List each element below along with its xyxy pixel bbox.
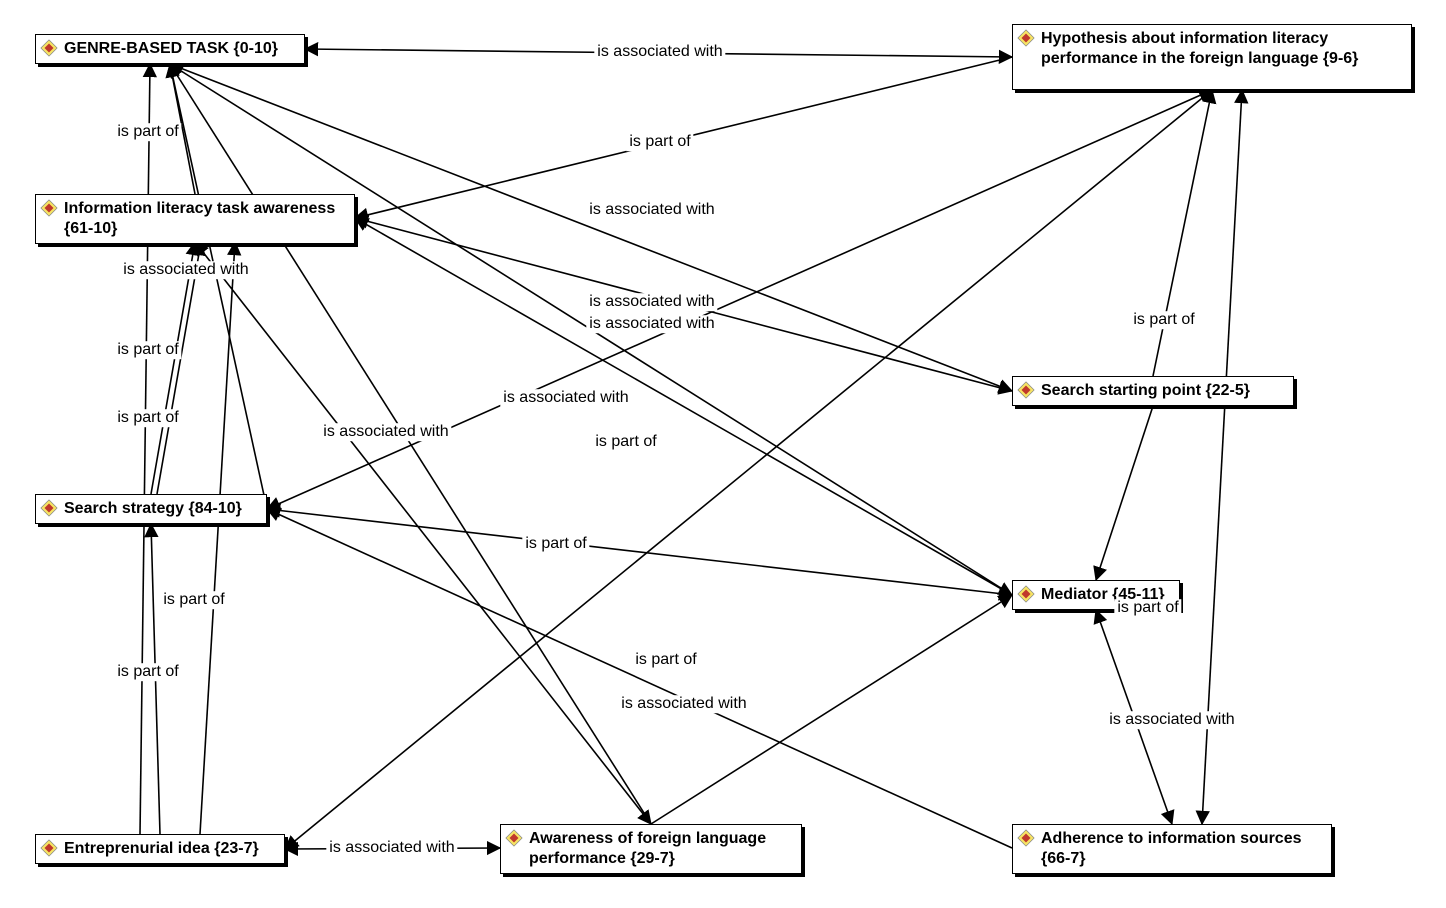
relation-edge (267, 509, 1012, 595)
relation-edge (170, 64, 651, 824)
node-label: Awareness of foreign language performanc… (529, 830, 766, 867)
relation-edge (285, 90, 1212, 849)
concept-node[interactable]: Search strategy {84-10} (35, 494, 267, 524)
relation-edge (355, 218, 1012, 595)
relation-edge (195, 242, 651, 824)
concept-node[interactable]: Information literacy task awareness {61-… (35, 194, 355, 244)
edge-label: is part of (626, 133, 693, 151)
node-label: Search starting point {22-5} (1041, 382, 1250, 399)
edge-label: is associated with (618, 695, 749, 713)
edge-label: is part of (522, 535, 589, 553)
edge-label: is associated with (594, 43, 725, 61)
relation-edge (267, 90, 1212, 509)
edge-label: is associated with (1106, 711, 1237, 729)
relation-edge (267, 509, 1012, 848)
concept-node[interactable]: GENRE-BASED TASK {0-10} (35, 34, 305, 64)
concept-node[interactable]: Adherence to information sources {66-7} (1012, 824, 1332, 874)
edge-label: is part of (160, 591, 227, 609)
node-label: Hypothesis about information literacy pe… (1041, 30, 1358, 67)
edge-label: is associated with (500, 389, 631, 407)
relation-edge (151, 242, 195, 494)
concept-node[interactable]: Hypothesis about information literacy pe… (1012, 24, 1412, 90)
edge-label: is part of (1114, 599, 1181, 617)
edge-label: is associated with (320, 423, 451, 441)
edge-label: is part of (114, 663, 181, 681)
concept-node[interactable]: Search starting point {22-5} (1012, 376, 1294, 406)
edge-label: is part of (114, 123, 181, 141)
node-label: Adherence to information sources {66-7} (1041, 830, 1302, 867)
edge-label: is associated with (586, 293, 717, 311)
concept-map-canvas: GENRE-BASED TASK {0-10} Hypothesis about … (0, 0, 1446, 908)
relation-edge (1153, 90, 1212, 376)
relation-edge (200, 242, 235, 834)
edge-label: is part of (1130, 311, 1197, 329)
relation-edge (140, 64, 150, 834)
concept-node[interactable]: Entreprenurial idea {23-7} (35, 834, 285, 864)
edge-label: is associated with (326, 839, 457, 857)
node-label: Search strategy {84-10} (64, 500, 242, 517)
concept-node[interactable]: Awareness of foreign language performanc… (500, 824, 802, 874)
relation-edge (157, 242, 201, 494)
edge-label: is associated with (586, 201, 717, 219)
node-label: Entreprenurial idea {23-7} (64, 840, 259, 857)
edge-label: is part of (632, 651, 699, 669)
node-label: Information literacy task awareness {61-… (64, 200, 335, 237)
edge-label: is part of (592, 433, 659, 451)
edges-layer (0, 0, 1446, 908)
node-label: GENRE-BASED TASK {0-10} (64, 40, 278, 57)
edge-label: is associated with (120, 261, 251, 279)
relation-edge (170, 64, 267, 509)
edge-label: is part of (114, 341, 181, 359)
relation-edge (1096, 406, 1153, 580)
edge-label: is associated with (586, 315, 717, 333)
edge-label: is part of (114, 409, 181, 427)
